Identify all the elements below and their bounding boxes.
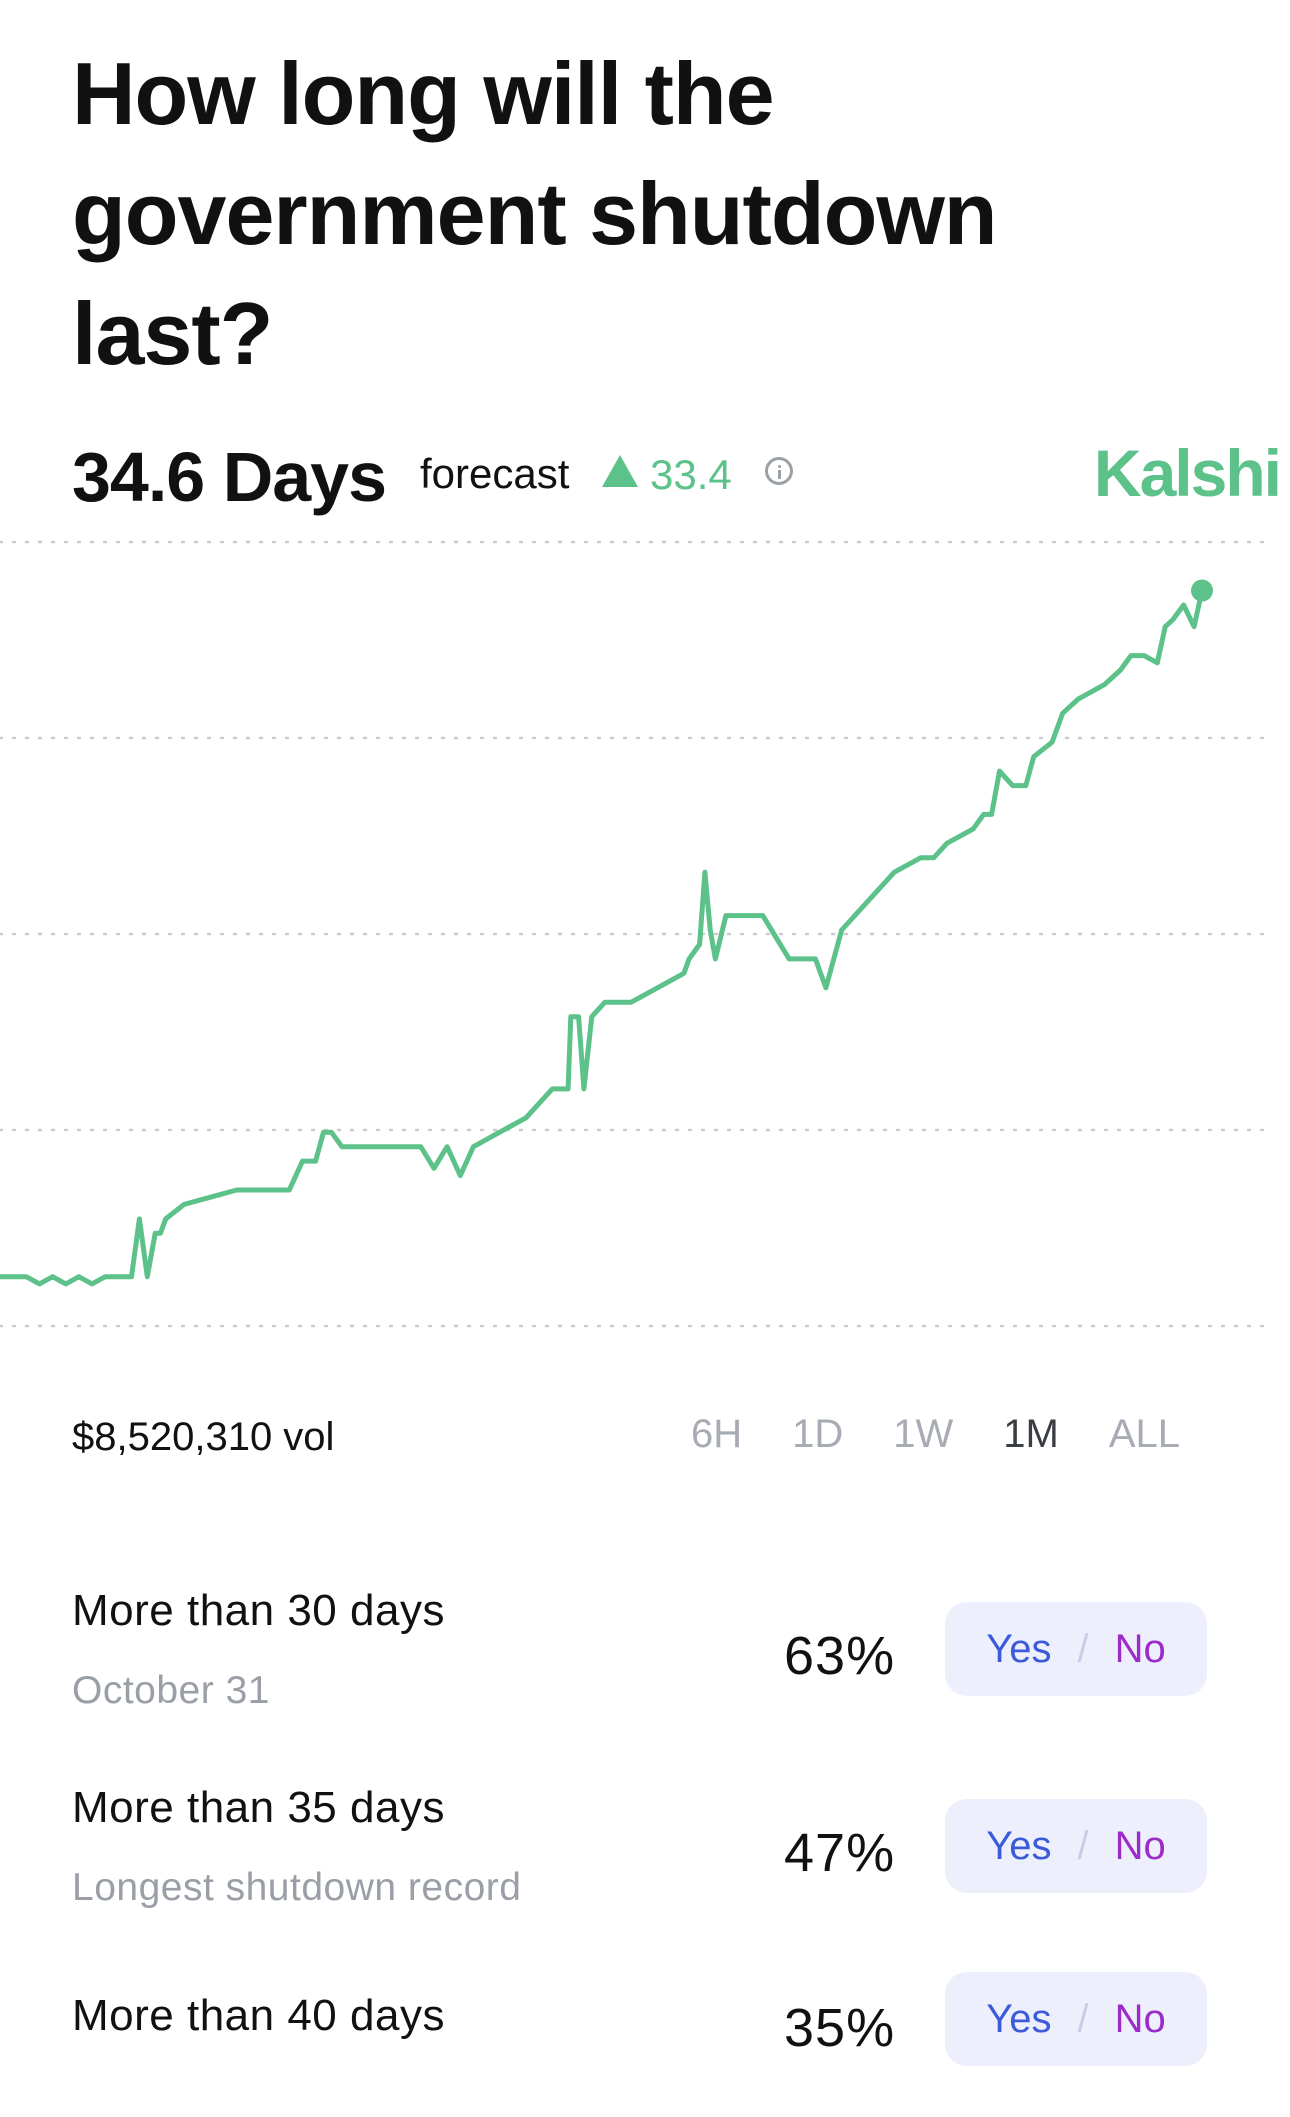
range-6h[interactable]: 6H bbox=[690, 1412, 743, 1456]
market-title: More than 30 days bbox=[72, 1586, 445, 1635]
page-title: How long will the government shutdown la… bbox=[72, 44, 998, 383]
divider: / bbox=[1077, 1823, 1089, 1868]
triangle-up-icon bbox=[602, 455, 638, 487]
forecast-chart-svg bbox=[0, 540, 1272, 1328]
forecast-chart bbox=[0, 520, 1290, 1340]
forecast-label: forecast bbox=[420, 450, 570, 497]
range-1m[interactable]: 1M bbox=[1003, 1412, 1059, 1456]
chart-current-point bbox=[1191, 579, 1213, 602]
market-subtitle: October 31 bbox=[72, 1669, 270, 1712]
time-range-selector: 6H 1D 1W 1M ALL bbox=[691, 1412, 1180, 1457]
volume-label: $8,520,310 vol bbox=[72, 1415, 335, 1459]
forecast-summary: 34.6 Days forecast 33.4 Kalshi bbox=[72, 425, 1282, 525]
market-title: More than 40 days bbox=[72, 1991, 445, 2040]
yes-no-button: Yes / No bbox=[945, 1972, 1207, 2066]
market-title: More than 35 days bbox=[72, 1783, 445, 1832]
divider: / bbox=[1077, 1996, 1089, 2041]
range-1d[interactable]: 1D bbox=[792, 1412, 844, 1456]
market-probability: 35% bbox=[784, 1998, 896, 2058]
info-icon[interactable] bbox=[765, 457, 793, 485]
market-probability: 63% bbox=[784, 1626, 896, 1686]
no-button[interactable]: No bbox=[1114, 1823, 1166, 1868]
forecast-delta-value: 33.4 bbox=[650, 451, 732, 498]
market-subtitle: Longest shutdown record bbox=[72, 1866, 522, 1909]
yes-no-button: Yes / No bbox=[945, 1602, 1207, 1696]
forecast-delta: 33.4 bbox=[602, 451, 732, 499]
range-all[interactable]: ALL bbox=[1108, 1412, 1180, 1456]
yes-button[interactable]: Yes bbox=[986, 1626, 1052, 1671]
range-1w[interactable]: 1W bbox=[893, 1412, 954, 1456]
no-button[interactable]: No bbox=[1114, 1996, 1166, 2041]
yes-button[interactable]: Yes bbox=[986, 1996, 1052, 2041]
market-probability: 47% bbox=[784, 1823, 896, 1883]
no-button[interactable]: No bbox=[1114, 1626, 1166, 1671]
divider: / bbox=[1077, 1626, 1089, 1671]
kalshi-logo: Kalshi bbox=[1093, 436, 1282, 510]
chart-series-line bbox=[0, 590, 1205, 1287]
forecast-value: 34.6 Days bbox=[72, 438, 387, 516]
yes-no-button: Yes / No bbox=[945, 1799, 1207, 1893]
yes-button[interactable]: Yes bbox=[986, 1823, 1052, 1868]
